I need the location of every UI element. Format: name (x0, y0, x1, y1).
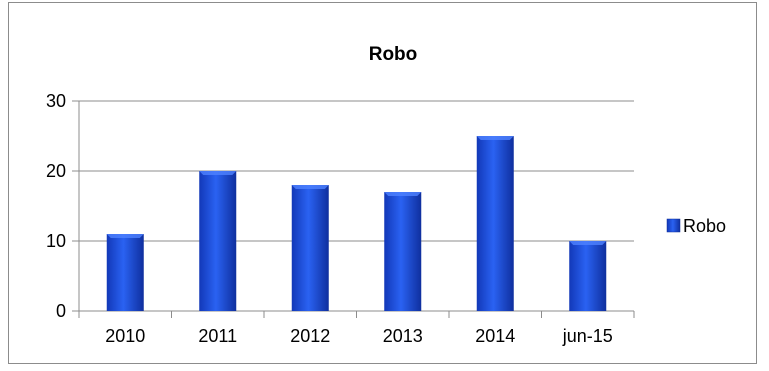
gridlines (79, 100, 634, 242)
legend: Robo (666, 216, 726, 236)
x-tick-label: 2011 (198, 326, 237, 346)
bar-top-bevel (569, 241, 607, 245)
bar (291, 185, 329, 311)
bar (569, 241, 607, 311)
y-tick-label: 20 (46, 161, 66, 181)
bars (106, 136, 607, 311)
y-axis: 0 10 20 30 (46, 91, 80, 321)
x-tick-label: jun-15 (562, 326, 613, 346)
bar (384, 192, 422, 311)
x-tick-label: 2013 (383, 326, 423, 346)
y-tick-label: 10 (46, 231, 66, 251)
legend-swatch (666, 218, 681, 233)
x-tick-label: 2010 (105, 326, 145, 346)
x-axis: 2010 2011 2012 2013 2014 jun-15 (78, 310, 635, 346)
y-tick-label: 0 (56, 301, 66, 321)
bar-top-bevel (106, 234, 144, 238)
bar-top-bevel (199, 171, 237, 175)
y-tick-label: 30 (46, 91, 66, 111)
x-tick-label: 2012 (290, 326, 330, 346)
bar-top-bevel (384, 192, 422, 196)
bar-top-bevel (291, 185, 329, 189)
legend-label: Robo (683, 216, 726, 236)
bar (199, 171, 237, 311)
bar-top-bevel (476, 136, 514, 140)
chart-title: Robo (369, 44, 418, 65)
bar (106, 234, 144, 311)
bar (476, 136, 514, 311)
x-tick-label: 2014 (475, 326, 515, 346)
